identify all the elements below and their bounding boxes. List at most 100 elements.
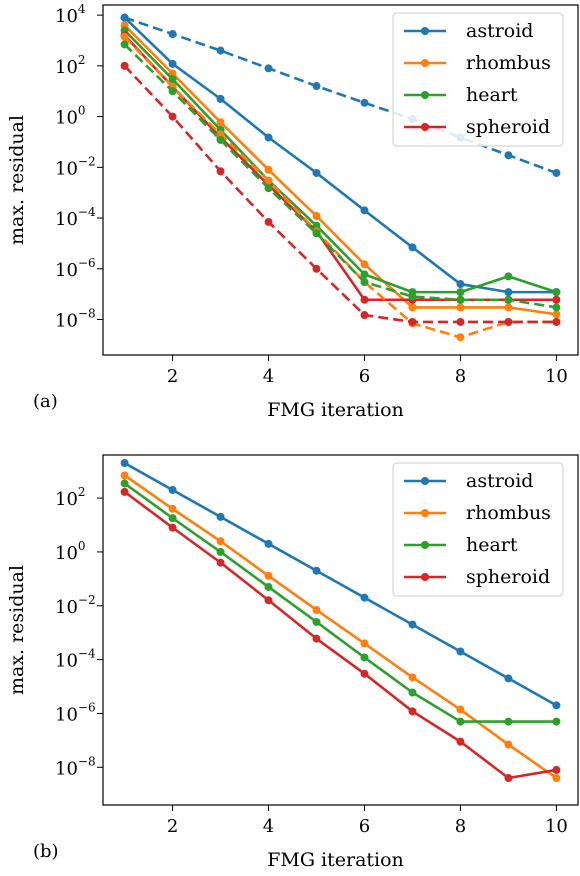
data-point [360,593,369,602]
data-point [408,688,417,697]
data-point [552,295,561,304]
y-tick-label: 10−6 [55,700,96,725]
y-tick-label: 102 [55,53,86,78]
data-point [264,64,273,73]
data-point [360,639,369,648]
data-point [312,566,321,575]
data-point [168,504,177,513]
data-point [216,537,225,546]
y-tick-label: 10−4 [55,647,96,672]
data-point [168,523,177,532]
series-line [123,24,557,316]
legend-box [392,12,564,147]
data-point [216,558,225,567]
x-tick-label: 2 [167,816,178,837]
x-tick-label: 10 [545,366,568,387]
data-point [312,212,321,221]
y-tick-label: 10−2 [55,154,96,179]
data-point [168,112,177,121]
data-point [504,674,513,683]
data-point [504,151,513,160]
data-point [120,61,129,70]
y-tick-label: 10−4 [55,205,96,230]
legend-marker [421,91,429,99]
data-point [408,707,417,716]
data-point [264,184,273,193]
data-point [264,539,273,548]
data-point [504,272,513,281]
data-point [360,206,369,215]
data-point [408,673,417,682]
data-point [552,168,561,177]
data-point [312,605,321,614]
series-line [123,474,558,780]
data-point [408,317,417,326]
data-point [264,165,273,174]
data-point [216,512,225,521]
data-point [456,288,465,297]
x-tick-label: 10 [545,816,568,837]
data-point [168,75,177,84]
data-point [216,118,225,127]
x-tick-label: 2 [167,366,178,387]
data-point [264,133,273,142]
legend-marker [421,27,429,35]
data-point [456,303,465,312]
data-point [360,270,369,279]
legend-label: spheroid [466,116,550,138]
data-point [312,82,321,91]
data-point [552,701,561,710]
legend-marker [421,59,429,67]
data-point [504,317,513,326]
data-point [360,260,369,269]
data-point [504,295,513,304]
data-point [552,303,561,312]
data-point [264,582,273,591]
legend-label: heart [466,84,518,106]
data-point [360,98,369,107]
data-point [264,571,273,580]
data-point [552,765,561,774]
data-point [120,479,129,488]
y-tick-label: 100 [55,104,86,129]
series-line [123,482,557,723]
data-point [408,620,417,629]
data-point [552,717,561,726]
series-line [123,64,557,324]
data-point [216,46,225,55]
data-point [456,647,465,656]
panel-b: 2 4 6 8 10 102 100 10−2 10−4 10−6 10−8 FMG iteratio… [6,454,579,871]
legend-marker [421,573,429,581]
data-point [312,264,321,273]
data-point [120,471,129,480]
x-axis-label: FMG iteration [267,399,404,421]
panel-label: (b) [33,841,59,862]
legend-marker [421,509,429,517]
data-point [120,487,129,496]
x-tick-label: 4 [263,816,274,837]
data-point [168,87,177,96]
legend-marker [421,123,429,131]
data-point [168,30,177,39]
data-point [168,514,177,523]
data-point [312,168,321,177]
data-point [360,669,369,678]
series-line [123,43,557,309]
legend-marker [421,477,429,485]
data-point [456,717,465,726]
data-point [264,596,273,605]
data-point [360,278,369,287]
data-point [120,40,129,49]
legend-label: astroid [466,20,533,42]
data-point [120,459,129,468]
data-point [456,317,465,326]
legend-label: heart [466,534,518,556]
legend-label: rhombus [466,502,551,524]
data-point [552,288,561,297]
series-line [123,29,557,294]
data-point [360,295,369,304]
legend-marker [421,541,429,549]
data-point [456,280,465,289]
x-tick-label: 6 [359,816,370,837]
data-point [456,737,465,746]
